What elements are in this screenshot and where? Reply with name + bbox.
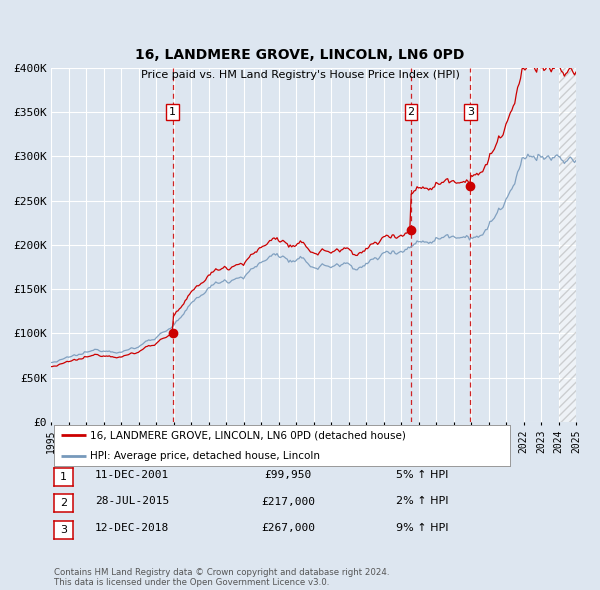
Text: 1: 1 <box>169 107 176 117</box>
Text: Price paid vs. HM Land Registry's House Price Index (HPI): Price paid vs. HM Land Registry's House … <box>140 70 460 80</box>
Text: 16, LANDMERE GROVE, LINCOLN, LN6 0PD: 16, LANDMERE GROVE, LINCOLN, LN6 0PD <box>136 48 464 62</box>
Text: 2: 2 <box>407 107 415 117</box>
Text: 16, LANDMERE GROVE, LINCOLN, LN6 0PD (detached house): 16, LANDMERE GROVE, LINCOLN, LN6 0PD (de… <box>91 430 406 440</box>
Text: 12-DEC-2018: 12-DEC-2018 <box>95 523 169 533</box>
Text: HPI: Average price, detached house, Lincoln: HPI: Average price, detached house, Linc… <box>91 451 320 461</box>
Text: Contains HM Land Registry data © Crown copyright and database right 2024.
This d: Contains HM Land Registry data © Crown c… <box>54 568 389 587</box>
Text: 2: 2 <box>60 499 67 508</box>
Text: 1: 1 <box>60 472 67 481</box>
Text: £217,000: £217,000 <box>261 497 315 506</box>
Text: 3: 3 <box>60 525 67 535</box>
Text: £99,950: £99,950 <box>265 470 311 480</box>
Text: 28-JUL-2015: 28-JUL-2015 <box>95 497 169 506</box>
Bar <box>559 68 576 422</box>
Text: 9% ↑ HPI: 9% ↑ HPI <box>396 523 449 533</box>
Text: 3: 3 <box>467 107 474 117</box>
Text: 5% ↑ HPI: 5% ↑ HPI <box>396 470 448 480</box>
Text: 2% ↑ HPI: 2% ↑ HPI <box>396 497 449 506</box>
Text: £267,000: £267,000 <box>261 523 315 533</box>
Text: 11-DEC-2001: 11-DEC-2001 <box>95 470 169 480</box>
